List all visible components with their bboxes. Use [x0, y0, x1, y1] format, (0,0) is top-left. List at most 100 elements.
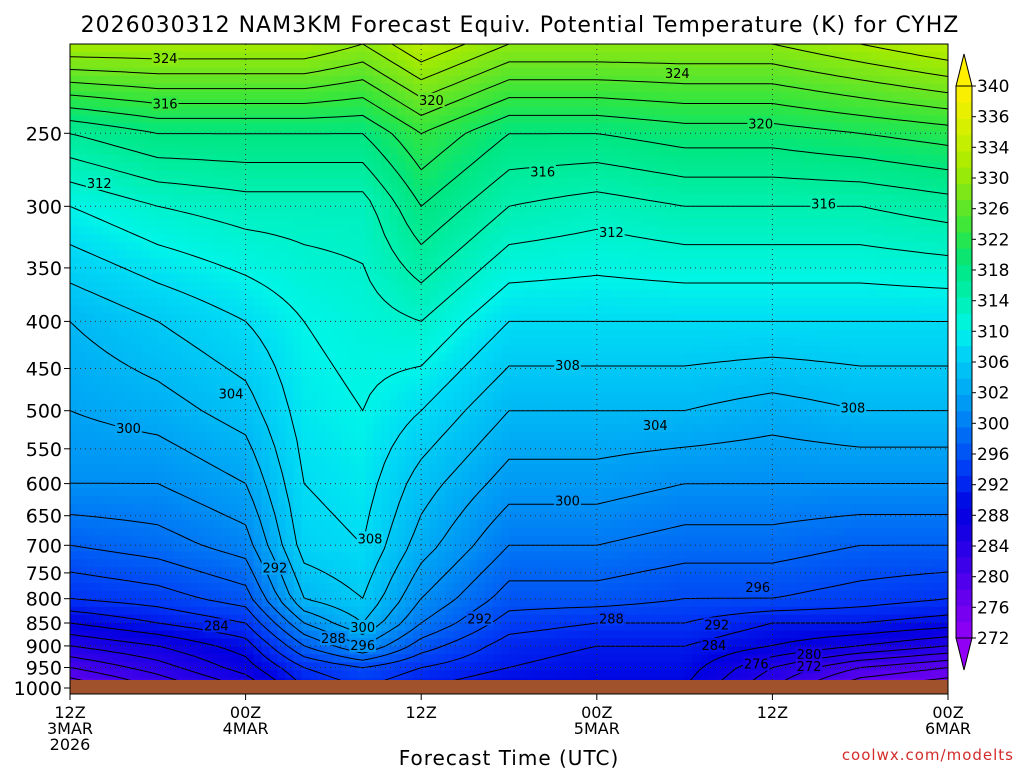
heatmap-cell	[421, 376, 430, 386]
heatmap-cell	[357, 51, 366, 61]
heatmap-cell	[285, 353, 295, 362]
heatmap-cell	[540, 147, 550, 156]
heatmap-cell	[133, 646, 143, 655]
heatmap-cell	[165, 464, 175, 473]
heatmap-cell	[213, 210, 223, 219]
heatmap-cell	[125, 123, 135, 132]
heatmap-cell	[117, 511, 127, 521]
heatmap-cell	[445, 147, 454, 156]
heatmap-cell	[213, 535, 223, 544]
heatmap-cell	[548, 202, 558, 212]
heatmap-cell	[109, 646, 119, 655]
heatmap-cell	[70, 622, 79, 632]
heatmap-cell	[229, 321, 239, 330]
heatmap-cell	[309, 273, 319, 283]
heatmap-cell	[469, 440, 478, 449]
heatmap-cell	[189, 606, 199, 616]
heatmap-cell	[532, 424, 542, 434]
heatmap-cell	[445, 567, 454, 576]
heatmap-cell	[453, 162, 462, 172]
heatmap-cell	[205, 408, 215, 418]
heatmap-cell	[221, 567, 231, 576]
heatmap-cell	[293, 154, 303, 164]
heatmap-cell	[197, 487, 207, 497]
heatmap-cell	[469, 527, 478, 537]
heatmap-cell	[125, 590, 135, 600]
heatmap-cell	[269, 218, 279, 227]
heatmap-cell	[516, 123, 526, 132]
heatmap-cell	[461, 646, 470, 655]
heatmap-cell	[461, 44, 470, 53]
heatmap-cell	[469, 456, 478, 465]
heatmap-cell	[261, 170, 271, 180]
heatmap-cell	[173, 139, 183, 148]
heatmap-cell	[285, 337, 295, 346]
heatmap-cell	[293, 273, 303, 283]
heatmap-cell	[309, 527, 319, 537]
heatmap-cell	[477, 91, 486, 101]
heatmap-cell	[317, 242, 327, 251]
heatmap-cell	[524, 432, 534, 441]
heatmap-cell	[357, 408, 366, 418]
heatmap-cell	[285, 289, 295, 299]
heatmap-cell	[189, 575, 199, 584]
heatmap-cell	[261, 313, 271, 323]
heatmap-cell	[277, 479, 287, 489]
heatmap-cell	[461, 662, 470, 671]
heatmap-cell	[93, 384, 103, 394]
heatmap-cell	[532, 265, 542, 275]
heatmap-cell	[421, 583, 430, 592]
heatmap-cell	[245, 353, 255, 362]
heatmap-cell	[261, 258, 271, 267]
heatmap-cell	[93, 242, 103, 251]
heatmap-cell	[405, 472, 414, 481]
heatmap-cell	[277, 313, 287, 323]
heatmap-cell	[469, 115, 478, 124]
heatmap-cell	[389, 353, 398, 362]
heatmap-cell	[437, 440, 446, 449]
heatmap-cell	[421, 345, 430, 354]
heatmap-cell	[389, 297, 398, 307]
heatmap-cell	[293, 472, 303, 481]
heatmap-cell	[93, 83, 103, 93]
heatmap-cell	[245, 575, 255, 584]
heatmap-cell	[165, 519, 175, 529]
heatmap-cell	[317, 416, 327, 426]
heatmap-cell	[165, 258, 175, 267]
heatmap-cell	[141, 598, 151, 608]
heatmap-cell	[485, 670, 494, 679]
heatmap-cell	[509, 575, 518, 584]
heatmap-cell	[149, 487, 159, 497]
heatmap-cell	[285, 115, 295, 124]
heatmap-cell	[445, 583, 454, 592]
heatmap-cell	[253, 432, 263, 441]
heatmap-cell	[253, 353, 263, 362]
heatmap-cell	[357, 392, 366, 402]
heatmap-cell	[261, 614, 271, 624]
heatmap-cell	[269, 234, 279, 243]
heatmap-cell	[213, 297, 223, 307]
heatmap-cell	[349, 83, 358, 93]
heatmap-cell	[405, 575, 414, 584]
heatmap-cell	[181, 606, 191, 616]
heatmap-cell	[285, 67, 295, 77]
heatmap-cell	[540, 305, 550, 315]
heatmap-cell	[509, 218, 518, 227]
heatmap-cell	[333, 99, 342, 109]
heatmap-cell	[381, 670, 390, 679]
heatmap-cell	[413, 131, 422, 140]
heatmap-cell	[245, 551, 255, 560]
heatmap-cell	[325, 519, 334, 529]
heatmap-cell	[325, 51, 334, 61]
heatmap-cell	[85, 226, 95, 235]
heatmap-cell	[197, 329, 207, 338]
heatmap-cell	[109, 424, 119, 434]
heatmap-cell	[181, 567, 191, 576]
heatmap-cell	[373, 59, 382, 69]
heatmap-cell	[548, 226, 558, 235]
heatmap-cell	[301, 424, 311, 434]
heatmap-cell	[237, 273, 247, 283]
heatmap-cell	[389, 408, 398, 418]
heatmap-cell	[357, 519, 366, 529]
heatmap-cell	[532, 44, 542, 53]
